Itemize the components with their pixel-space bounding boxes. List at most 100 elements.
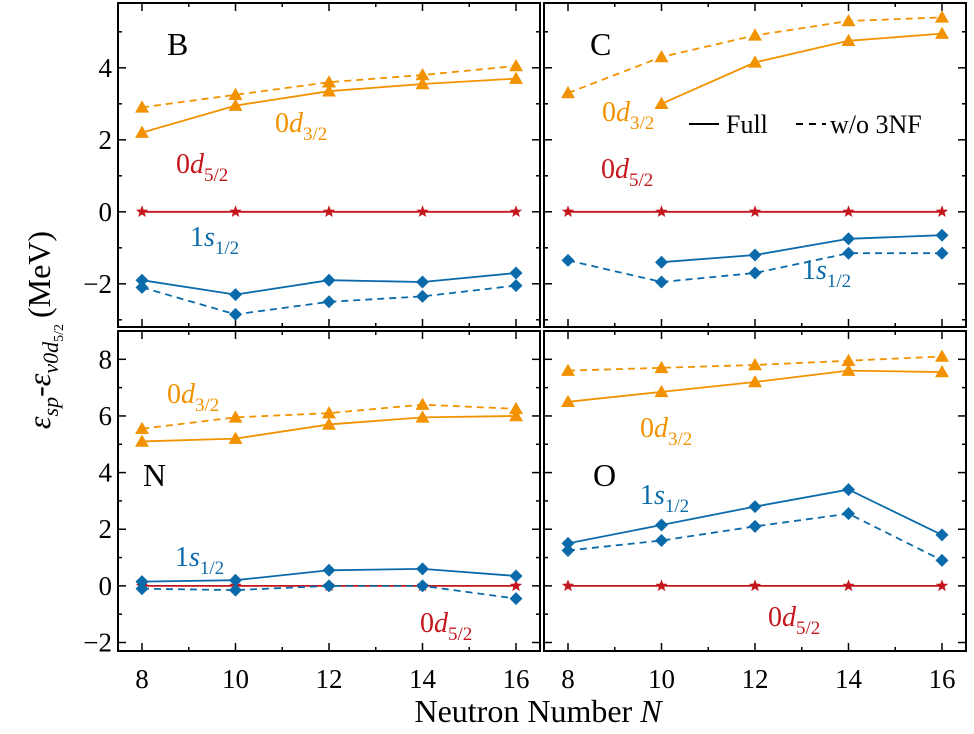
legend-wo3nf-label: w/o 3NF	[830, 110, 922, 139]
data-point-d52	[655, 205, 668, 218]
data-point-d52	[135, 205, 149, 218]
x-tick-label: 12	[742, 664, 769, 694]
x-tick-label: 12	[316, 664, 343, 694]
series-line-s12-dashed	[567, 252, 942, 283]
series-line-d32-solid	[661, 32, 943, 105]
orbital-label-s12: 1s1/2	[190, 222, 239, 259]
data-point-d32	[748, 374, 762, 388]
orbital-label-d32: 0d3/2	[602, 97, 654, 134]
panel-B: −2 0 2 4 B 0d3/2 0d5/2 1s1/2	[83, 2, 541, 328]
data-point-d32	[415, 397, 430, 410]
data-point-d52	[655, 579, 668, 592]
y-tick-label: 2	[99, 125, 113, 155]
data-point-s12	[416, 579, 429, 593]
data-point-s12	[322, 273, 336, 287]
data-point-d32	[561, 394, 575, 408]
data-point-d52	[561, 205, 575, 218]
data-point-d32	[935, 10, 949, 23]
orbital-label-d32: 0d3/2	[167, 379, 219, 416]
data-point-s12	[416, 289, 429, 303]
y-tick-label: 0	[99, 571, 113, 601]
data-point-s12	[509, 279, 523, 293]
data-point-d52	[748, 579, 762, 592]
data-point-d32	[322, 84, 336, 97]
data-point-d32	[654, 360, 669, 374]
y-tick-label: 0	[99, 197, 113, 227]
series-line-s12-dashed	[567, 512, 943, 562]
panel-C: C 0d3/2 0d5/2 1s1/2	[543, 2, 967, 328]
data-point-d32	[135, 125, 149, 138]
orbital-label-d52: 0d5/2	[176, 149, 228, 186]
data-point-d32	[509, 59, 523, 72]
panel-label: N	[143, 457, 166, 493]
ylabel-unit: (MeV)	[21, 231, 57, 318]
y-tick-label: 4	[99, 53, 113, 83]
data-point-s12	[229, 288, 242, 302]
x-tick-label: 14	[409, 664, 437, 694]
data-point-d32	[841, 353, 856, 366]
data-point-d32	[228, 87, 243, 101]
y-tick-label: 2	[99, 514, 113, 544]
data-point-s12	[842, 232, 855, 246]
data-point-d52	[509, 579, 523, 592]
data-point-s12	[135, 273, 149, 287]
series-line-d32-dashed	[141, 65, 517, 109]
data-point-s12	[135, 582, 149, 596]
data-point-d52	[842, 205, 855, 218]
panel-N: −2 0 2 4 6 8 8 10 12 14 16 N 0d3/2 1s1/2 0d5/2	[83, 330, 541, 694]
data-point-s12	[416, 275, 429, 289]
series-line-s12-solid	[567, 488, 943, 545]
data-point-s12	[561, 253, 575, 267]
ylabel-sub1: sp	[38, 397, 63, 417]
data-point-d32	[654, 96, 669, 110]
data-point-s12	[935, 228, 949, 242]
orbital-label-s12: 1s1/2	[640, 480, 689, 517]
data-point-d32	[322, 417, 336, 430]
data-point-s12	[842, 507, 855, 521]
data-point-d32	[415, 77, 430, 90]
data-point-d32	[935, 26, 949, 39]
x-tick-label: 10	[222, 664, 249, 694]
data-point-s12	[135, 575, 149, 589]
data-point-d32	[935, 365, 949, 378]
data-point-s12	[229, 583, 242, 597]
data-point-s12	[655, 534, 668, 548]
orbital-label-d52: 0d5/2	[420, 608, 472, 645]
data-point-d32	[228, 98, 243, 111]
data-point-s12	[935, 528, 949, 542]
data-point-d32	[841, 14, 856, 27]
orbital-label-d32: 0d3/2	[275, 108, 327, 145]
data-point-s12	[509, 266, 523, 280]
data-point-s12	[229, 573, 242, 587]
svg-text:εsp-εν0d5/2(MeV): εsp-εν0d5/2(MeV)	[21, 231, 67, 429]
ylabel-main: ε	[21, 416, 57, 429]
series-line-d32-dashed	[141, 403, 517, 430]
x-tick-label: 8	[561, 664, 575, 694]
panel-label: O	[593, 457, 616, 493]
data-point-d52	[748, 205, 762, 218]
data-point-s12	[416, 562, 429, 576]
orbital-label-d32: 0d3/2	[640, 413, 692, 450]
y-tick-label: 4	[99, 458, 113, 488]
ylabel-dash: -	[21, 386, 57, 397]
panel-label: B	[167, 26, 188, 62]
data-point-d32	[748, 55, 762, 68]
data-point-d32	[841, 33, 856, 47]
data-point-d52	[561, 579, 575, 592]
data-point-s12	[509, 569, 523, 583]
data-point-d32	[748, 28, 762, 41]
data-point-d32	[561, 86, 575, 99]
x-tick-label: 14	[835, 664, 863, 694]
x-tick-label: 8	[135, 664, 149, 694]
data-point-d52	[935, 205, 949, 218]
y-axis-label: εsp-εν0d5/2(MeV)	[21, 231, 67, 429]
data-point-s12	[655, 255, 668, 269]
data-point-s12	[509, 592, 523, 606]
panel-O: 8 10 12 14 16 O 1s1/2 0d3/2 0d5/2	[543, 330, 967, 694]
data-point-d32	[415, 410, 430, 423]
data-point-d32	[322, 75, 336, 88]
data-point-d32	[509, 408, 523, 422]
series-line-s12-solid	[661, 234, 943, 264]
data-point-d32	[748, 357, 762, 371]
